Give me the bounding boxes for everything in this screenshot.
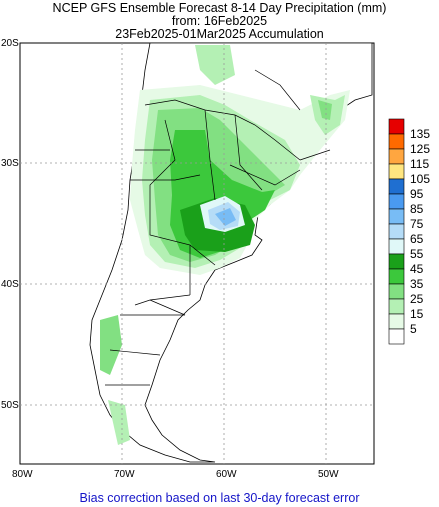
colorbar-label: 125 — [410, 142, 431, 156]
map-title-line3: 23Feb2025-01Mar2025 Accumulation — [115, 27, 324, 41]
lat-label-20s: 20S — [1, 38, 19, 49]
colorbar-swatch — [388, 253, 405, 270]
colorbar-swatch — [388, 223, 405, 240]
colorbar-label: 35 — [410, 277, 424, 291]
colorbar-label: 105 — [410, 172, 431, 186]
colorbar-label: 95 — [410, 187, 424, 201]
lat-label-50s: 50S — [1, 400, 19, 411]
colorbar-label: 115 — [410, 157, 430, 171]
colorbar-swatch — [388, 118, 405, 135]
graticule — [20, 43, 374, 464]
colorbar-swatch — [388, 313, 405, 330]
bias-correction-note: Bias correction based on last 30-day for… — [79, 491, 360, 505]
colorbar-label: 85 — [410, 202, 424, 216]
lon-label-70w: 70W — [114, 469, 135, 480]
map-title-line1: NCEP GFS Ensemble Forecast 8-14 Day Prec… — [52, 1, 387, 15]
lat-label-30s: 30S — [1, 158, 19, 169]
lon-label-60w: 60W — [216, 469, 237, 480]
colorbar — [388, 118, 405, 345]
colorbar-label: 75 — [410, 217, 424, 231]
lon-label-50w: 50W — [318, 469, 339, 480]
colorbar-swatch — [388, 148, 405, 165]
colorbar-label: 55 — [410, 247, 424, 261]
colorbar-label: 65 — [410, 232, 424, 246]
colorbar-label: 45 — [410, 262, 424, 276]
colorbar-swatch — [388, 328, 405, 345]
colorbar-swatch — [388, 268, 405, 285]
colorbar-label: 25 — [410, 292, 424, 306]
colorbar-swatch — [388, 238, 405, 255]
colorbar-swatch — [388, 298, 405, 315]
colorbar-swatch — [388, 163, 405, 180]
colorbar-swatch — [388, 133, 405, 150]
colorbar-label: 15 — [410, 307, 424, 321]
colorbar-swatch — [388, 178, 405, 195]
lat-label-40s: 40S — [1, 279, 19, 290]
colorbar-label: 135 — [410, 127, 431, 141]
colorbar-label: 5 — [410, 322, 417, 336]
map-title-line2: from: 16Feb2025 — [171, 14, 268, 28]
colorbar-swatch — [388, 193, 405, 210]
admin-borders — [105, 69, 331, 386]
colorbar-swatch — [388, 208, 405, 225]
lon-label-80w: 80W — [12, 469, 33, 480]
heavy-precip-core — [200, 196, 245, 232]
colorbar-swatch — [388, 283, 405, 300]
